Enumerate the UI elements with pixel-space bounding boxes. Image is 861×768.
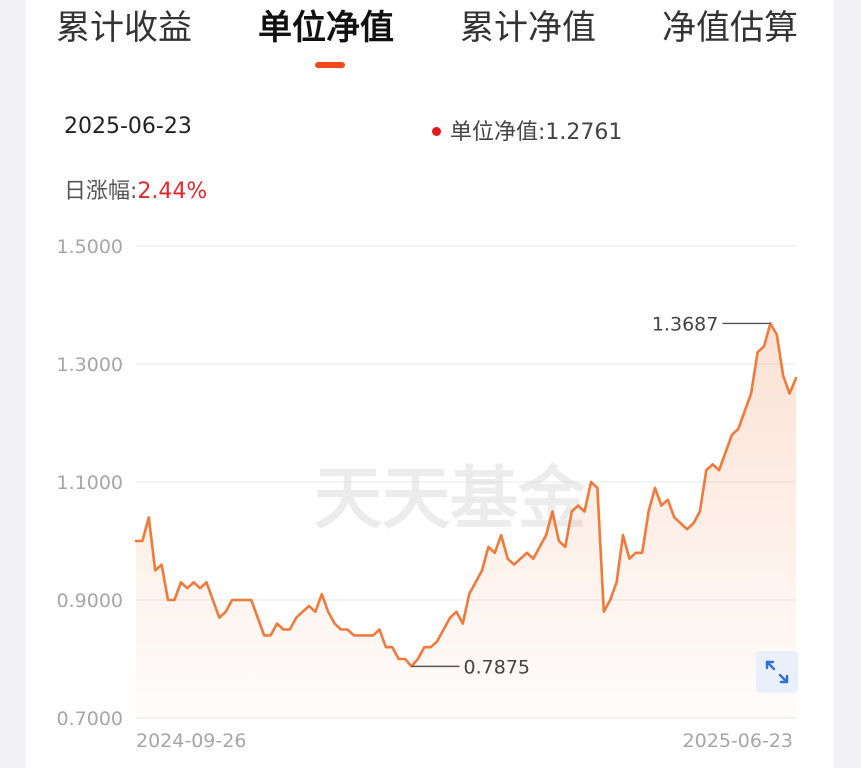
series-area-fill <box>136 323 796 718</box>
tab-nav-estimate[interactable]: 净值估算 <box>662 8 798 48</box>
series-line-unit-nav <box>134 322 798 668</box>
active-tab-indicator <box>315 62 345 68</box>
min-value-label: 0.7875 <box>464 656 530 678</box>
y-tick-label: 1.5000 <box>57 236 123 258</box>
max-value-label: 1.3687 <box>652 313 718 335</box>
nav-legend-value: 1.2761 <box>545 120 623 145</box>
daily-change-label: 日涨幅: <box>64 179 138 204</box>
tab-cumulative-nav[interactable]: 累计净值 <box>460 8 596 48</box>
y-tick-label: 0.9000 <box>57 590 123 612</box>
tab-unit-nav[interactable]: 单位净值 <box>258 8 394 48</box>
expand-arrows-icon <box>765 660 789 684</box>
daily-change-value: 2.44% <box>137 179 208 204</box>
expand-chart-button[interactable] <box>756 651 798 693</box>
legend-dot-icon <box>432 126 441 136</box>
nav-legend-label: 单位净值: <box>450 120 546 145</box>
x-tick-label: 2024-09-26 <box>136 730 246 752</box>
y-tick-label: 1.3000 <box>57 354 123 376</box>
x-tick-label: 2025-06-23 <box>683 730 793 752</box>
y-tick-label: 1.1000 <box>57 472 123 494</box>
nav-legend: 单位净值:1.2761 <box>432 114 622 146</box>
daily-change: 日涨幅:2.44% <box>64 173 207 205</box>
watermark-text: 天天基金 <box>314 459 587 539</box>
y-tick-label: 0.7000 <box>57 708 123 730</box>
selected-date: 2025-06-23 <box>64 114 192 139</box>
tab-cumulative-return[interactable]: 累计收益 <box>56 8 192 48</box>
